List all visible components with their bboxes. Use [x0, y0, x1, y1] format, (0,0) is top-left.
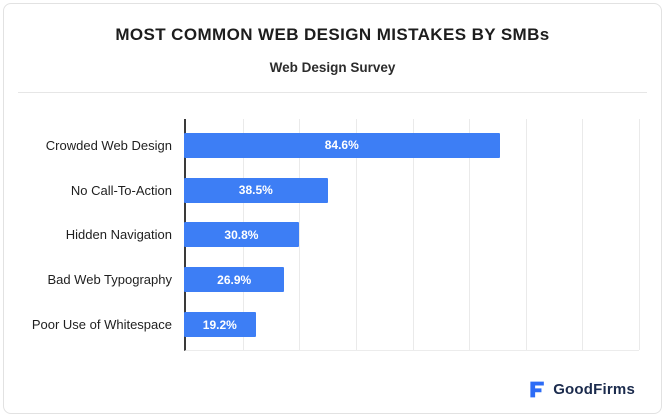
bar-track: 30.8% [184, 222, 639, 248]
chart-row: Bad Web Typography 26.9% [26, 267, 639, 293]
bar-track: 19.2% [184, 312, 639, 338]
chart-row: No Call-To-Action 38.5% [26, 177, 639, 203]
header-divider [18, 92, 647, 93]
bar-value-label: 38.5% [238, 183, 273, 198]
chart-row: Hidden Navigation 30.8% [26, 222, 639, 248]
category-label: Crowded Web Design [45, 137, 172, 153]
chart-row: Crowded Web Design 84.6% [26, 132, 639, 158]
bar: 84.6% [184, 132, 500, 158]
brand-name: GoodFirms [553, 381, 635, 398]
grid-line [582, 119, 584, 350]
goodfirms-logo-icon [528, 380, 547, 399]
chart-row: Poor Use of Whitespace 19.2% [26, 312, 639, 338]
bar-value-label: 84.6% [324, 138, 359, 153]
bar-chart: Crowded Web Design 84.6% No Call-To-Action… [26, 119, 640, 351]
grid-line [299, 119, 301, 350]
infographic-card: MOST COMMON WEB DESIGN MISTAKES BY SMBs … [3, 3, 662, 414]
chart-rows: Crowded Web Design 84.6% No Call-To-Action… [26, 119, 639, 351]
bar-track: 84.6% [184, 132, 639, 158]
brand-footer: GoodFirms [528, 380, 635, 399]
bar: 19.2% [184, 312, 256, 338]
grid-line [412, 119, 414, 350]
category-label: No Call-To-Action [70, 182, 172, 198]
grid-line [639, 119, 640, 350]
category-label: Poor Use of Whitespace [31, 317, 172, 333]
bar: 30.8% [184, 222, 299, 248]
chart-subtitle: Web Design Survey [269, 60, 396, 75]
bar-track: 38.5% [184, 177, 639, 203]
bar: 26.9% [184, 267, 285, 293]
bar-track: 26.9% [184, 267, 639, 293]
bar-value-label: 19.2% [202, 317, 237, 332]
chart-title: MOST COMMON WEB DESIGN MISTAKES BY SMBs [115, 25, 550, 44]
category-label: Bad Web Typography [47, 272, 172, 288]
grid-line [525, 119, 527, 350]
category-label: Hidden Navigation [65, 227, 172, 243]
grid-line [355, 119, 357, 350]
bar-value-label: 26.9% [217, 272, 252, 287]
grid-line [469, 119, 471, 350]
bar-value-label: 30.8% [224, 227, 259, 242]
bar: 38.5% [184, 177, 328, 203]
